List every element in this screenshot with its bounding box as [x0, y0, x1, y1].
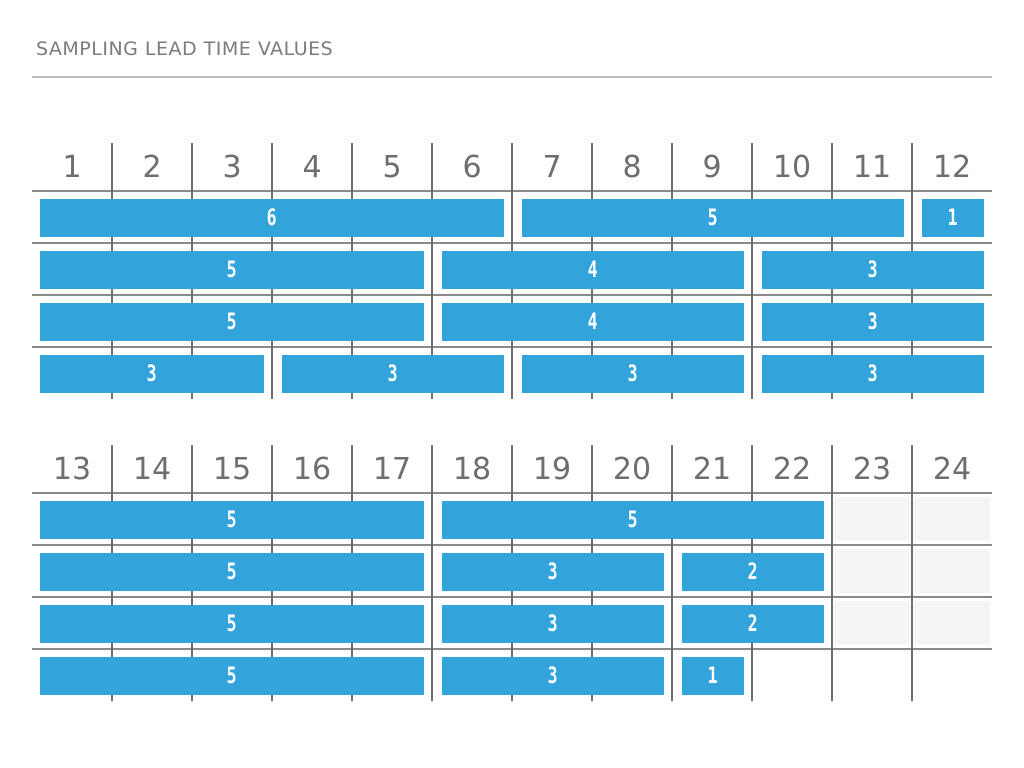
month-label: 6	[462, 150, 482, 185]
month-label: 24	[932, 452, 972, 487]
bar-value-label: 5	[227, 309, 237, 335]
month-label: 23	[852, 452, 892, 487]
empty-cell	[914, 601, 990, 645]
lead-time-bar: 3	[762, 355, 984, 393]
month-label: 5	[382, 150, 402, 185]
lead-time-bar: 3	[442, 553, 664, 591]
lead-time-bar: 5	[40, 605, 424, 643]
bar-value-label: 5	[227, 611, 237, 637]
month-label: 15	[212, 452, 252, 487]
bar-value-label: 1	[948, 205, 958, 231]
lead-time-bar: 5	[40, 251, 424, 289]
lead-time-bar: 3	[282, 355, 504, 393]
bar-value-label: 3	[628, 361, 638, 387]
month-label: 14	[132, 452, 172, 487]
month-label: 9	[702, 150, 722, 185]
month-label: 17	[372, 452, 412, 487]
column-divider	[431, 143, 433, 399]
month-label: 11	[852, 150, 892, 185]
bar-value-label: 2	[748, 559, 758, 585]
bar-value-label: 5	[227, 559, 237, 585]
bar-value-label: 3	[548, 663, 558, 689]
slide-title: SAMPLING LEAD TIME VALUES	[36, 38, 334, 60]
lead-time-bar: 3	[762, 303, 984, 341]
lead-time-bar: 2	[682, 553, 824, 591]
lead-time-bar: 3	[442, 657, 664, 695]
month-label: 20	[612, 452, 652, 487]
lead-time-bar: 1	[682, 657, 744, 695]
bar-value-label: 4	[588, 257, 598, 283]
lead-time-bar: 5	[40, 303, 424, 341]
bar-value-label: 5	[628, 507, 638, 533]
month-label: 18	[452, 452, 492, 487]
month-label: 22	[772, 452, 812, 487]
column-divider	[911, 445, 913, 701]
bar-value-label: 3	[868, 309, 878, 335]
month-label: 7	[542, 150, 562, 185]
empty-cell	[834, 601, 910, 645]
column-divider	[831, 445, 833, 701]
column-divider	[751, 143, 753, 399]
bar-value-label: 4	[588, 309, 598, 335]
lead-time-bar: 5	[522, 199, 904, 237]
lead-time-bar: 3	[522, 355, 744, 393]
bar-value-label: 6	[267, 205, 277, 231]
month-label: 13	[52, 452, 92, 487]
bar-value-label: 3	[147, 361, 157, 387]
title-divider	[32, 76, 992, 78]
bar-value-label: 5	[708, 205, 718, 231]
bar-value-label: 3	[548, 611, 558, 637]
bar-value-label: 3	[868, 257, 878, 283]
month-label: 2	[142, 150, 162, 185]
month-label: 8	[622, 150, 642, 185]
lead-time-bar: 3	[442, 605, 664, 643]
column-divider	[431, 445, 433, 701]
bar-value-label: 5	[227, 507, 237, 533]
empty-cell	[914, 549, 990, 593]
bar-value-label: 5	[227, 257, 237, 283]
lead-time-bar: 4	[442, 251, 744, 289]
month-label: 4	[302, 150, 322, 185]
bar-value-label: 1	[708, 663, 718, 689]
lead-time-bar: 4	[442, 303, 744, 341]
empty-cell	[834, 549, 910, 593]
lead-time-bar: 5	[40, 501, 424, 539]
lead-time-bar: 5	[40, 553, 424, 591]
bar-value-label: 3	[868, 361, 878, 387]
month-label: 3	[222, 150, 242, 185]
column-divider	[671, 445, 673, 701]
month-label: 16	[292, 452, 332, 487]
lead-time-bar: 3	[40, 355, 264, 393]
lead-time-bar: 6	[40, 199, 504, 237]
month-label: 1	[62, 150, 82, 185]
empty-cell	[834, 497, 910, 541]
bar-value-label: 5	[227, 663, 237, 689]
bar-value-label: 2	[748, 611, 758, 637]
month-label: 12	[932, 150, 972, 185]
bar-value-label: 3	[388, 361, 398, 387]
lead-time-bar: 5	[40, 657, 424, 695]
lead-time-bar: 3	[762, 251, 984, 289]
lead-time-bar: 1	[922, 199, 984, 237]
month-label: 21	[692, 452, 732, 487]
lead-time-bar: 2	[682, 605, 824, 643]
month-label: 10	[772, 150, 812, 185]
empty-cell	[914, 497, 990, 541]
lead-time-bar: 5	[442, 501, 824, 539]
bar-value-label: 3	[548, 559, 558, 585]
month-label: 19	[532, 452, 572, 487]
